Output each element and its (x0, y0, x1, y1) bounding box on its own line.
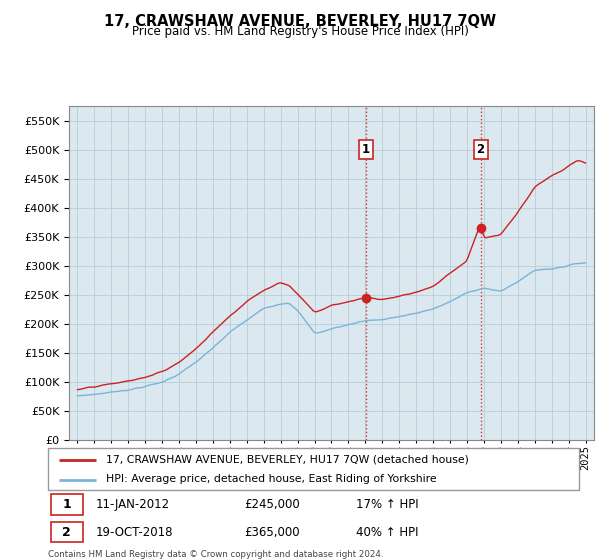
Text: Price paid vs. HM Land Registry's House Price Index (HPI): Price paid vs. HM Land Registry's House … (131, 25, 469, 38)
Text: HPI: Average price, detached house, East Riding of Yorkshire: HPI: Average price, detached house, East… (106, 474, 437, 484)
Text: £365,000: £365,000 (244, 526, 300, 539)
Text: Contains HM Land Registry data © Crown copyright and database right 2024.
This d: Contains HM Land Registry data © Crown c… (48, 550, 383, 560)
Text: 1: 1 (362, 143, 370, 156)
Bar (50, 522, 83, 542)
Text: 2: 2 (62, 526, 71, 539)
Bar (50, 494, 83, 515)
Text: 40% ↑ HPI: 40% ↑ HPI (356, 526, 418, 539)
Text: 19-OCT-2018: 19-OCT-2018 (96, 526, 173, 539)
Text: 17, CRAWSHAW AVENUE, BEVERLEY, HU17 7QW (detached house): 17, CRAWSHAW AVENUE, BEVERLEY, HU17 7QW … (106, 455, 469, 465)
Text: 17, CRAWSHAW AVENUE, BEVERLEY, HU17 7QW: 17, CRAWSHAW AVENUE, BEVERLEY, HU17 7QW (104, 14, 496, 29)
Text: 1: 1 (62, 498, 71, 511)
Text: 2: 2 (476, 143, 485, 156)
Text: £245,000: £245,000 (244, 498, 300, 511)
Text: 11-JAN-2012: 11-JAN-2012 (96, 498, 170, 511)
Text: 17% ↑ HPI: 17% ↑ HPI (356, 498, 419, 511)
